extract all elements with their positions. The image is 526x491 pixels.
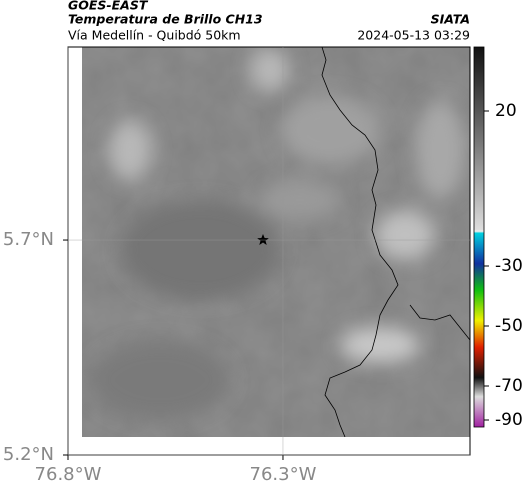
location-marker bbox=[257, 234, 269, 245]
lat-tick-label: 5.2°N bbox=[3, 444, 54, 465]
datetime: 2024-05-13 03:29 bbox=[357, 28, 470, 43]
region: Vía Medellín - Quibdó 50km bbox=[68, 28, 241, 43]
title: GOES-EAST bbox=[68, 0, 149, 13]
lon-tick-label: 76.8°W bbox=[35, 464, 102, 485]
colorbar-tick-label: -30 bbox=[495, 256, 523, 276]
colorbar-tick-label: -50 bbox=[495, 316, 523, 336]
colorbar-tick-label: -70 bbox=[495, 376, 523, 396]
lat-tick-label: 5.7°N bbox=[3, 229, 54, 250]
subtitle: Temperatura de Brillo CH13 bbox=[68, 12, 263, 27]
lon-tick-label: 76.3°W bbox=[250, 464, 317, 485]
source: SIATA bbox=[431, 12, 470, 27]
colorbar bbox=[473, 46, 485, 428]
colorbar-tick-label: -90 bbox=[495, 410, 523, 430]
imagery bbox=[82, 47, 470, 437]
colorbar-tick-label: 20 bbox=[495, 101, 517, 121]
